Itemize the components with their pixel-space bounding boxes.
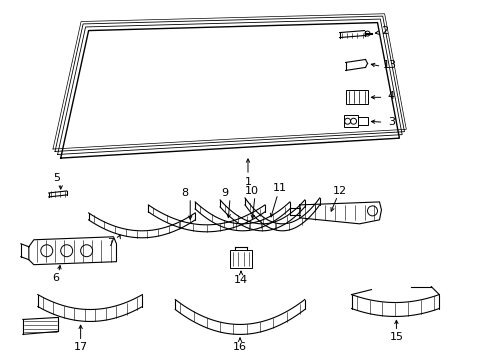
Text: 16: 16 — [233, 342, 246, 352]
Bar — [345, 90, 367, 104]
Text: 15: 15 — [388, 332, 403, 342]
Bar — [229, 250, 251, 268]
Text: 14: 14 — [233, 275, 247, 285]
Bar — [357, 117, 367, 125]
Text: 2: 2 — [380, 26, 387, 36]
Text: 5: 5 — [53, 173, 60, 183]
Bar — [343, 115, 357, 127]
Text: 3: 3 — [387, 117, 394, 127]
Text: 6: 6 — [52, 273, 59, 283]
Text: 10: 10 — [244, 186, 259, 196]
Text: 1: 1 — [244, 177, 251, 187]
Text: 9: 9 — [221, 188, 228, 198]
Text: 7: 7 — [107, 238, 114, 248]
Text: 4: 4 — [387, 91, 394, 101]
Text: 8: 8 — [182, 188, 188, 198]
Text: 17: 17 — [73, 342, 87, 352]
Text: 12: 12 — [332, 186, 346, 196]
Text: 11: 11 — [272, 183, 286, 193]
Text: 13: 13 — [382, 60, 396, 71]
